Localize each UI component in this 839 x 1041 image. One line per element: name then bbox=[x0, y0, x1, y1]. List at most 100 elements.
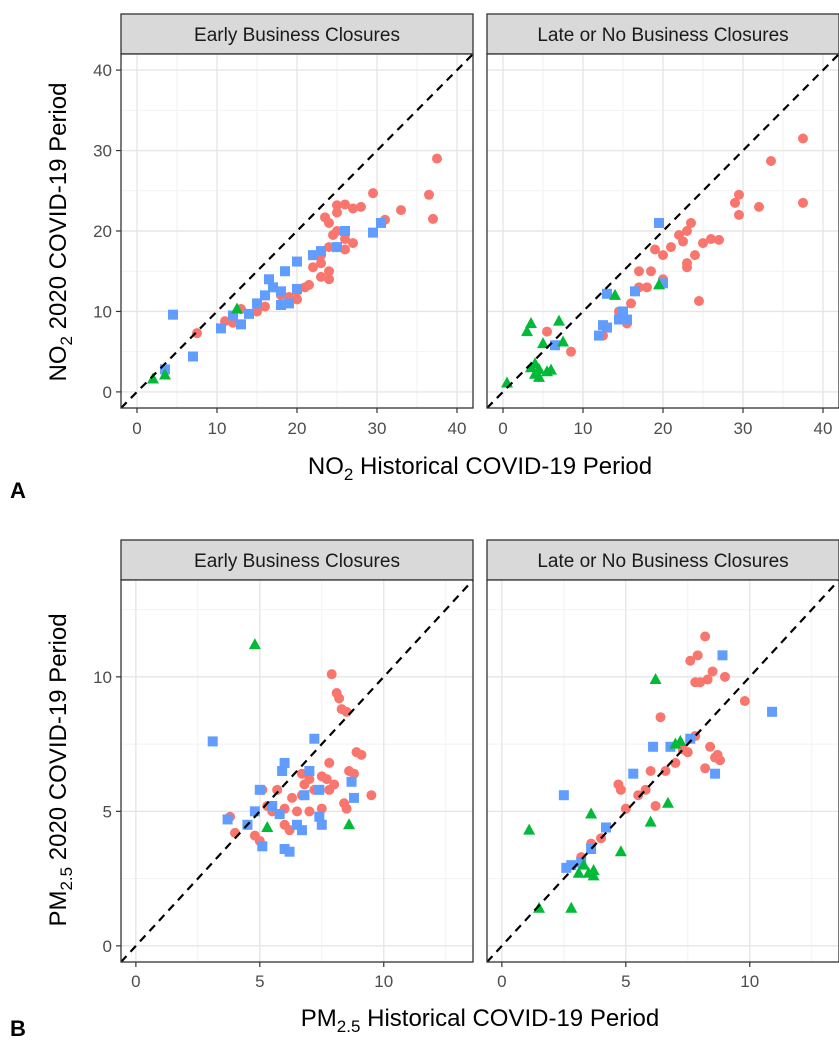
data-point-circle bbox=[682, 262, 692, 273]
data-point-circle bbox=[666, 242, 676, 253]
data-point-circle bbox=[739, 696, 750, 707]
data-point-circle bbox=[620, 803, 631, 814]
data-point-triangle bbox=[557, 335, 569, 347]
data-point-square bbox=[308, 250, 318, 261]
data-point-square bbox=[316, 246, 326, 257]
data-point-circle bbox=[332, 226, 342, 236]
data-point-square bbox=[314, 811, 325, 822]
data-point-circle bbox=[698, 238, 708, 249]
data-point-circle bbox=[734, 209, 744, 220]
data-point-square bbox=[316, 819, 327, 830]
data-point-circle bbox=[633, 790, 644, 801]
data-point-circle bbox=[332, 207, 342, 218]
panel-b-facet-2: Late or No Business Closures 0 5 10 bbox=[486, 539, 839, 991]
data-point-circle bbox=[692, 650, 703, 661]
y-tick-label: 30 bbox=[93, 142, 112, 161]
data-point-square bbox=[600, 822, 611, 833]
data-point-triangle bbox=[587, 864, 600, 876]
data-point-square bbox=[228, 310, 238, 321]
data-point-square bbox=[349, 792, 360, 803]
data-point-square bbox=[558, 790, 569, 801]
data-point-circle bbox=[287, 792, 298, 803]
data-point-square bbox=[594, 330, 604, 341]
data-point-triangle bbox=[147, 372, 159, 384]
data-point-square bbox=[550, 340, 560, 351]
data-point-triangle bbox=[653, 278, 665, 290]
data-point-circle bbox=[304, 279, 314, 290]
data-point-triangle bbox=[523, 823, 536, 835]
data-point-circle bbox=[349, 768, 360, 779]
panel-a-facet-2: Late or No Business Closures 0 10 20 30 40 bbox=[486, 13, 839, 438]
data-point-square bbox=[276, 300, 286, 311]
data-point-square bbox=[368, 227, 378, 238]
x-axis-title-main: NO bbox=[308, 453, 344, 480]
data-points bbox=[501, 133, 808, 388]
reference-line bbox=[121, 580, 473, 962]
data-point-square bbox=[268, 282, 278, 293]
data-point-square bbox=[576, 857, 587, 868]
data-point-circle bbox=[642, 282, 652, 293]
y-axis-title-subscript: 2.5 bbox=[57, 867, 76, 891]
data-point-square bbox=[685, 733, 696, 744]
x-tick-label: 10 bbox=[374, 972, 393, 991]
data-point-circle bbox=[368, 188, 378, 199]
data-point-circle bbox=[706, 234, 716, 245]
data-point-circle bbox=[686, 217, 696, 228]
data-point-triangle bbox=[577, 858, 590, 870]
data-point-circle bbox=[658, 250, 668, 261]
data-point-circle bbox=[646, 266, 656, 277]
x-tick-label: 0 bbox=[132, 419, 141, 438]
data-point-square bbox=[299, 790, 310, 801]
y-axis-title-main: NO bbox=[45, 345, 72, 381]
data-point-circle bbox=[650, 800, 661, 811]
data-point-circle bbox=[730, 197, 740, 208]
data-point-circle bbox=[660, 766, 671, 776]
x-tick-label: 5 bbox=[255, 972, 264, 991]
y-tick-label: 0 bbox=[103, 383, 112, 402]
x-tick-label: 40 bbox=[448, 419, 467, 438]
data-point-square bbox=[630, 286, 640, 297]
y-axis-title-subscript: 2 bbox=[57, 336, 76, 345]
data-point-circle bbox=[798, 133, 808, 144]
panel-a-facet-1: Early Business Closures 0 10 20 30 40 0 10 20 30 4… bbox=[93, 13, 474, 438]
data-point-triangle bbox=[572, 866, 585, 878]
data-point-triangle bbox=[159, 368, 171, 380]
data-point-circle bbox=[685, 655, 696, 666]
data-point-circle bbox=[678, 236, 688, 247]
gridlines bbox=[487, 580, 839, 962]
data-point-triangle bbox=[231, 302, 243, 314]
data-point-square bbox=[566, 860, 577, 871]
data-point-circle bbox=[316, 271, 326, 282]
data-point-triangle bbox=[248, 638, 261, 650]
data-point-circle bbox=[634, 266, 644, 277]
data-point-circle bbox=[348, 203, 358, 214]
data-point-triangle bbox=[533, 362, 545, 374]
y-tick-label: 40 bbox=[93, 61, 112, 80]
data-point-triangle bbox=[545, 363, 557, 375]
data-point-triangle bbox=[585, 807, 598, 819]
facet-strip bbox=[120, 539, 474, 581]
data-point-circle bbox=[324, 757, 335, 768]
data-point-triangle bbox=[644, 815, 657, 827]
x-axis-title-subscript: 2 bbox=[344, 465, 353, 484]
data-point-circle bbox=[694, 295, 704, 306]
data-point-square bbox=[376, 217, 386, 228]
data-point-circle bbox=[734, 189, 744, 200]
data-point-square bbox=[254, 784, 265, 795]
data-point-square bbox=[767, 706, 778, 717]
data-point-circle bbox=[326, 669, 337, 680]
data-point-triangle bbox=[261, 820, 274, 832]
y-axis-title-rest: 2020 COVID-19 Period bbox=[45, 613, 72, 866]
panel-border bbox=[486, 579, 839, 963]
x-axis-title-subscript: 2.5 bbox=[337, 1017, 361, 1036]
data-point-circle bbox=[682, 747, 693, 758]
facet-title: Early Business Closures bbox=[194, 551, 400, 572]
data-point-triangle bbox=[609, 288, 621, 300]
x-tick-label: 10 bbox=[740, 972, 759, 991]
data-point-square bbox=[236, 319, 246, 330]
x-tick-label: 30 bbox=[734, 419, 753, 438]
x-tick-label: 0 bbox=[498, 419, 507, 438]
data-point-circle bbox=[348, 238, 358, 249]
data-point-square bbox=[284, 298, 294, 309]
